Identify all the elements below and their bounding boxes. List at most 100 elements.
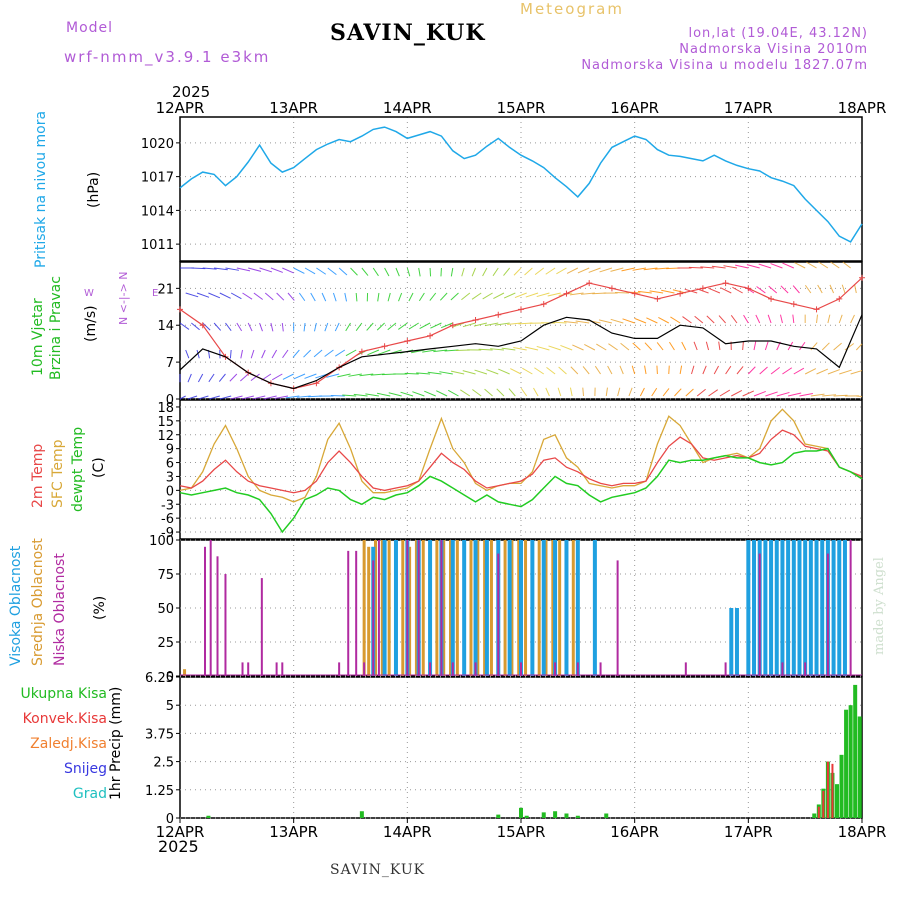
wind-barb xyxy=(270,322,274,332)
mid-cloud-bar xyxy=(483,540,487,676)
page-title: SAVIN_KUK xyxy=(330,20,486,46)
wind-barb xyxy=(208,292,221,299)
wind-barb xyxy=(588,267,601,273)
total-precip-bar xyxy=(857,716,862,818)
conv-precip-bar xyxy=(831,763,834,818)
low-cloud-bar xyxy=(576,662,579,676)
wind-barb xyxy=(387,322,397,331)
wind-barb xyxy=(345,322,351,332)
wind-barb xyxy=(850,370,863,375)
wind-barb xyxy=(337,373,351,378)
wind-barb xyxy=(607,365,613,375)
wind-barb xyxy=(185,292,199,298)
wind-barb xyxy=(365,393,379,397)
wind-barb xyxy=(643,267,658,271)
legend-graupel: Grad xyxy=(72,786,107,802)
wind-barb xyxy=(326,373,340,378)
wind-barb xyxy=(448,389,459,397)
y-tick-label: 7 xyxy=(166,356,174,371)
mid-cloud-bar xyxy=(414,540,418,676)
high-cloud-bar xyxy=(820,540,825,676)
wind-barb xyxy=(191,322,200,331)
wind-barb xyxy=(755,314,761,324)
wind-barb xyxy=(548,345,561,351)
wind-barb xyxy=(462,322,476,328)
mid-cloud-bar xyxy=(503,540,507,676)
wind-barb xyxy=(367,349,380,356)
low-cloud-bar xyxy=(241,662,244,676)
wind-barb xyxy=(429,292,437,301)
high-cloud-bar xyxy=(780,540,785,676)
mid-cloud-bar xyxy=(544,540,548,676)
wind-barb xyxy=(395,267,400,277)
mid-cloud-bar xyxy=(401,540,405,676)
wind-barb xyxy=(304,373,317,379)
wind-barb xyxy=(313,349,323,358)
wind-barb xyxy=(718,341,721,351)
wind-barb xyxy=(225,322,232,331)
wind-barb xyxy=(713,365,719,375)
wind-barb xyxy=(804,284,812,294)
wind-barb xyxy=(202,267,217,270)
wind-barb xyxy=(768,285,778,294)
wind-barb xyxy=(324,322,329,332)
low-cloud-bar xyxy=(372,560,375,676)
wind-barb xyxy=(270,267,283,273)
wind-barb xyxy=(196,349,200,359)
wind-barb xyxy=(735,264,749,269)
low-cloud-bar xyxy=(417,540,420,676)
footer-station-label: SAVIN_KUK xyxy=(330,862,426,878)
wind-barb xyxy=(236,322,243,332)
wind-barb xyxy=(179,395,186,400)
wind-barb xyxy=(756,286,766,294)
wind-barb xyxy=(776,391,790,397)
mid-cloud-bar xyxy=(362,540,366,676)
wind-barb xyxy=(327,267,337,276)
wind-barb xyxy=(522,367,533,375)
wind-barb xyxy=(187,395,198,400)
high-cloud-bar xyxy=(729,608,734,676)
wind-barb xyxy=(842,261,851,269)
wind-barb xyxy=(242,292,253,300)
high-cloud-bar xyxy=(814,540,819,676)
wind-barb xyxy=(316,267,327,275)
wind-barb xyxy=(408,292,414,302)
wind-barb xyxy=(355,322,363,331)
wind-barb xyxy=(732,286,743,294)
wind-barb xyxy=(844,343,855,351)
wind-barb xyxy=(508,388,516,397)
wind-barb xyxy=(622,318,635,324)
low-cloud-bar xyxy=(849,540,852,676)
conv-precip-bar xyxy=(817,806,820,818)
low-cloud-bar xyxy=(281,662,284,676)
meteogram-label: Meteogram xyxy=(520,0,624,18)
wind-direction-marker xyxy=(768,295,775,302)
wind-direction-marker xyxy=(654,295,661,302)
wind-barb xyxy=(372,267,379,277)
wind-barb xyxy=(799,393,813,397)
wind-barb xyxy=(496,388,505,397)
wind-direction-line xyxy=(179,277,863,390)
wind-barb xyxy=(577,267,590,274)
low-cloud-bar xyxy=(429,662,432,676)
wind-barb xyxy=(696,388,706,397)
low-cloud-bar xyxy=(554,662,557,676)
wind-barb xyxy=(765,391,778,397)
y-tick-label: 50 xyxy=(157,602,174,617)
wind-barb xyxy=(854,284,857,294)
wind-barb xyxy=(742,341,744,351)
wind-barb xyxy=(198,395,209,400)
wind-barb xyxy=(404,372,419,375)
high-cloud-bar xyxy=(763,540,768,676)
wind-barb xyxy=(338,267,348,276)
mid-cloud-bar xyxy=(421,540,425,676)
wind-barb xyxy=(229,373,238,382)
wind-barb xyxy=(353,393,368,397)
wind-barb xyxy=(584,344,596,351)
wind-barb xyxy=(412,391,425,397)
wind-barb xyxy=(229,349,232,359)
wind-barb xyxy=(557,387,562,397)
wind-barb xyxy=(545,267,556,275)
wind-barb xyxy=(230,395,243,400)
high-cloud-bar xyxy=(575,540,580,676)
